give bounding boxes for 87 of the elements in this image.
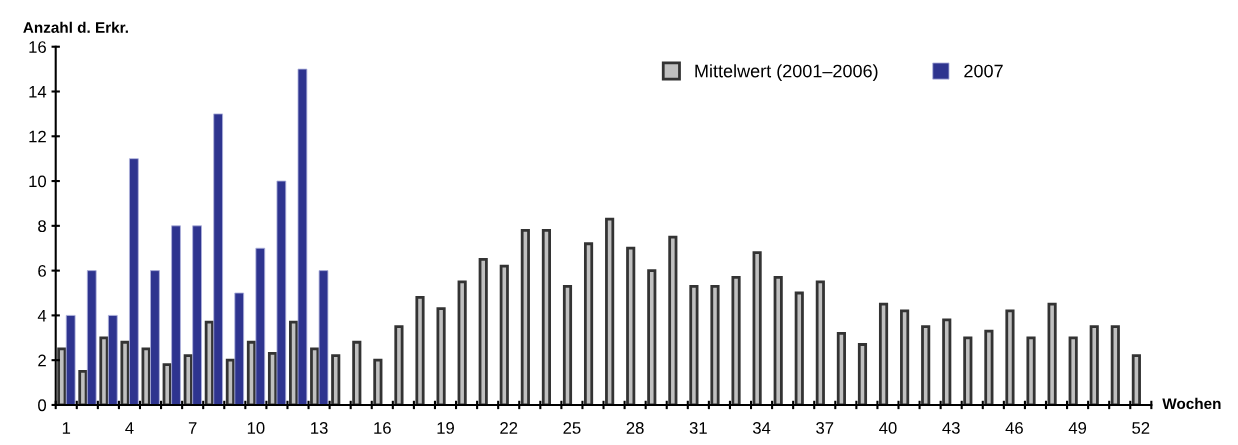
x-tick-label: 28 xyxy=(626,422,644,434)
bar xyxy=(171,225,181,405)
x-tick-label: 31 xyxy=(689,422,707,434)
y-tick-label: 16 xyxy=(29,41,46,53)
y-tick-label: 6 xyxy=(38,265,46,277)
bar xyxy=(984,329,994,405)
bar xyxy=(605,217,615,405)
bar xyxy=(1026,336,1036,405)
y-tick-label: 2 xyxy=(38,354,46,367)
x-tick-label: 13 xyxy=(311,422,328,434)
x-tick-label: 37 xyxy=(816,422,834,434)
bar xyxy=(107,314,118,405)
x-tick-label: 19 xyxy=(437,422,454,434)
bar xyxy=(78,369,88,405)
bar xyxy=(150,270,160,405)
bar xyxy=(297,68,308,405)
bar xyxy=(394,325,404,405)
bar xyxy=(900,309,910,405)
bar xyxy=(562,284,573,405)
bar xyxy=(478,258,488,405)
bar xyxy=(457,280,467,405)
x-tick-label: 52 xyxy=(1132,422,1150,434)
x-tick-label: 16 xyxy=(374,422,391,434)
y-tick-label: 0 xyxy=(38,399,47,412)
bar xyxy=(99,336,109,405)
x-tick-label: 25 xyxy=(563,422,581,434)
bar xyxy=(318,270,329,405)
bar xyxy=(583,242,594,405)
y-axis-title: Anzahl d. Erkr. xyxy=(23,21,128,33)
bar xyxy=(815,280,825,405)
bar xyxy=(710,284,720,405)
legend-label: 2007 xyxy=(964,64,1003,78)
x-tick-label: 43 xyxy=(942,422,960,434)
bar xyxy=(668,235,678,405)
bar xyxy=(213,113,223,405)
bar xyxy=(120,340,130,405)
bar xyxy=(331,354,341,405)
bar xyxy=(192,225,202,405)
bar xyxy=(1047,302,1057,405)
bar xyxy=(836,331,846,405)
y-tick-label: 12 xyxy=(29,130,46,143)
x-tick-label: 34 xyxy=(752,422,771,434)
bar xyxy=(857,343,868,405)
bar xyxy=(773,275,783,405)
x-tick-label: 49 xyxy=(1068,422,1087,434)
bar xyxy=(647,269,657,405)
bar xyxy=(963,336,973,405)
bar xyxy=(129,158,139,405)
bar xyxy=(373,358,383,405)
y-tick-label: 8 xyxy=(38,220,46,233)
bar xyxy=(255,247,266,405)
bar xyxy=(352,340,362,405)
y-tick-label: 4 xyxy=(37,309,47,322)
bar xyxy=(520,228,530,405)
bar xyxy=(499,264,509,405)
x-tick-label: 10 xyxy=(247,422,265,434)
bar xyxy=(436,307,446,405)
x-tick-label: 46 xyxy=(1005,422,1023,434)
bar xyxy=(752,251,762,405)
bar xyxy=(689,284,699,405)
bar xyxy=(1005,309,1015,405)
bar xyxy=(1110,325,1120,405)
bar xyxy=(1131,354,1141,405)
bar xyxy=(794,291,804,405)
y-tick-label: 10 xyxy=(29,175,47,188)
x-tick-label: 1 xyxy=(62,422,71,434)
legend-label: Mittelwert (2001–2006) xyxy=(695,64,878,81)
bar xyxy=(415,296,425,405)
bar xyxy=(276,180,287,405)
x-tick-label: 22 xyxy=(500,422,518,434)
x-axis-title: Wochen xyxy=(1162,397,1221,410)
bar xyxy=(942,318,952,405)
x-tick-label: 40 xyxy=(879,422,897,434)
bar xyxy=(541,228,551,405)
bar xyxy=(65,314,76,405)
bar xyxy=(1089,325,1099,405)
bar xyxy=(731,275,741,405)
bar xyxy=(86,270,97,405)
bar xyxy=(57,347,67,405)
x-tick-label: 7 xyxy=(188,422,197,434)
bar xyxy=(234,292,245,405)
x-tick-label: 4 xyxy=(125,422,134,434)
bar xyxy=(878,302,889,405)
bar xyxy=(1068,336,1078,405)
bar xyxy=(921,325,931,405)
bar xyxy=(626,246,636,405)
y-tick-label: 14 xyxy=(29,86,47,98)
